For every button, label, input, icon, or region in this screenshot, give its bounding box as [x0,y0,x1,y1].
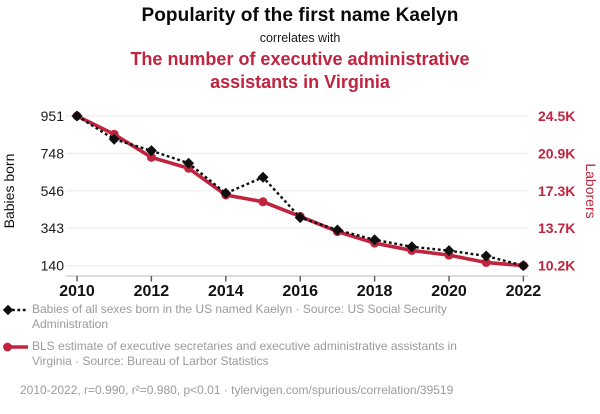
svg-text:2020: 2020 [431,283,467,300]
footer-stats: 2010-2022, r=0.990, r²=0.980, p<0.01 · t… [20,383,454,397]
secondary-title: The number of executive administrative a… [130,49,470,92]
svg-text:17.3K: 17.3K [538,183,575,199]
svg-text:24.5K: 24.5K [538,108,575,124]
legend-label-laborers: BLS estimate of executive secretaries an… [32,339,457,369]
svg-text:2014: 2014 [208,283,244,300]
svg-text:10.2K: 10.2K [538,258,575,274]
correlation-line-chart: 951 24.5K 748 20.9K 546 17.3K 343 13.7K 140 10.2K… [1,108,599,300]
legend-item-babies: Babies of all sexes born in the US named… [2,302,522,332]
legend-label-line: BLS estimate of executive secretaries an… [32,339,457,353]
red-circle-solid-marker-icon [3,342,28,352]
svg-text:13.7K: 13.7K [538,220,575,236]
svg-text:2018: 2018 [357,283,393,300]
svg-text:546: 546 [41,183,65,199]
legend-label-babies: Babies of all sexes born in the US named… [32,302,447,332]
svg-text:951: 951 [41,108,65,124]
svg-text:Babies born: Babies born [1,154,17,229]
correlates-with-text: correlates with [259,31,341,45]
svg-text:343: 343 [41,220,65,236]
legend-label-line: Babies of all sexes born in the US named… [32,302,447,316]
chart-legend: Babies of all sexes born in the US named… [2,302,522,376]
svg-text:2012: 2012 [134,283,170,300]
svg-text:2022: 2022 [506,283,542,300]
svg-text:748: 748 [41,145,65,161]
chart-header: Popularity of the first name Kaelyn corr… [0,0,600,94]
svg-text:Laborers: Laborers [583,163,599,218]
svg-text:2016: 2016 [282,283,318,300]
black-diamond-dashed-marker-icon [2,304,28,316]
page-title: Popularity of the first name Kaelyn [141,5,459,26]
svg-text:140: 140 [41,258,65,274]
svg-text:2010: 2010 [59,283,95,300]
legend-label-line: Virginia · Source: Bureau of Larbor Stat… [32,354,269,368]
svg-text:20.9K: 20.9K [538,145,575,161]
legend-item-laborers: BLS estimate of executive secretaries an… [2,339,522,369]
legend-label-line: Administration [32,317,109,331]
